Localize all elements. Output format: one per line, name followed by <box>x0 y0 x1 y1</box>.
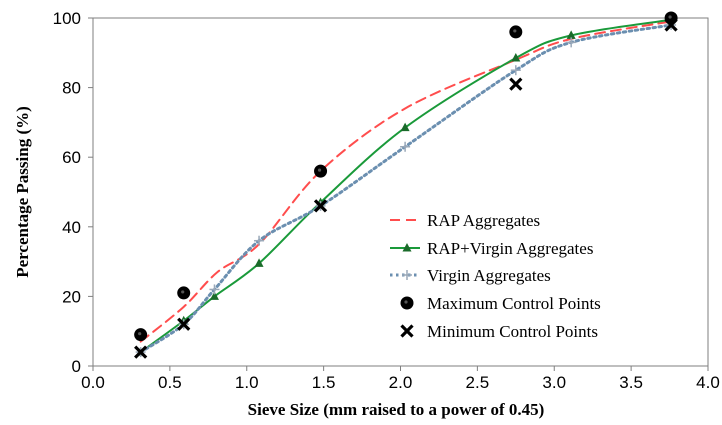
x-tick-label: 2.5 <box>466 373 490 392</box>
series-3-point <box>314 164 328 178</box>
legend-item: RAP Aggregates <box>390 211 540 230</box>
x-tick-label: 0.0 <box>81 373 105 392</box>
plot-axes: 0.0 0.5 1.0 1.5 2.0 2.5 3.0 3.5 4.0 0 20 40 60 80 100 <box>53 9 720 392</box>
x-tick-label: 1.5 <box>312 373 336 392</box>
x-stroke-b <box>134 345 148 359</box>
legend-swatch-marker <box>400 324 414 338</box>
marker-layer <box>134 11 678 359</box>
legend-swatch-marker <box>400 296 414 310</box>
legend-item: RAP+Virgin Aggregates <box>390 239 593 258</box>
series-2-point <box>400 141 411 152</box>
series-4-point <box>313 199 328 213</box>
y-tick-label: 100 <box>53 9 81 28</box>
legend-label: Maximum Control Points <box>427 294 601 313</box>
series-1-point <box>254 258 264 267</box>
x-axis-title: Sieve Size (mm raised to a power of 0.45… <box>248 400 545 419</box>
x-stroke-b <box>400 324 414 338</box>
series-layer <box>139 18 673 354</box>
plot-frame <box>92 17 709 367</box>
circle-marker-highlight <box>513 29 517 33</box>
legend-swatch-marker <box>402 270 412 280</box>
legend-label: Virgin Aggregates <box>427 266 551 285</box>
series-3-point <box>177 286 191 300</box>
legend: RAP Aggregates RAP+Virgin Aggregates Virgi… <box>390 211 601 341</box>
series-1-point <box>400 122 410 132</box>
x-tick-label: 3.5 <box>619 373 643 392</box>
legend-item: Minimum Control Points <box>400 322 598 341</box>
circle-marker-highlight <box>138 332 142 336</box>
x-tick-label: 3.0 <box>542 373 566 392</box>
legend-item: Maximum Control Points <box>400 294 601 313</box>
x-tick-label: 4.0 <box>696 373 720 392</box>
x-stroke-b <box>664 18 678 32</box>
x-tick-label: 0.5 <box>158 373 182 392</box>
y-tick-label: 40 <box>62 218 81 237</box>
x-stroke-b <box>313 199 328 213</box>
y-tick-label: 0 <box>72 357 81 376</box>
circle-marker-highlight <box>317 168 322 172</box>
series-4-point <box>177 317 191 331</box>
series-2-point <box>209 284 220 295</box>
series-4-point <box>664 18 678 32</box>
series-line-2 <box>139 23 673 354</box>
x-stroke-b <box>509 77 523 91</box>
circle-marker-highlight <box>181 290 185 294</box>
x-stroke-b <box>177 317 191 331</box>
series-3-point <box>134 328 148 342</box>
x-tick-label: 1.0 <box>235 373 259 392</box>
circle-marker-highlight <box>404 300 408 304</box>
series-line-0 <box>139 20 673 343</box>
series-3-point <box>509 25 523 39</box>
series-1-point <box>566 30 576 39</box>
series-1-point <box>209 291 219 300</box>
legend-swatch-marker <box>402 243 412 252</box>
y-tick-label: 60 <box>62 148 81 167</box>
series-4-point <box>134 345 148 359</box>
x-tick-label: 2.0 <box>389 373 413 392</box>
legend-label: Minimum Control Points <box>427 322 598 341</box>
y-tick-label: 20 <box>62 287 81 306</box>
series-2-point <box>510 65 521 76</box>
series-1-point <box>511 53 521 62</box>
legend-label: RAP Aggregates <box>427 211 540 230</box>
y-axis-title: Percentage Passing (%) <box>13 106 32 278</box>
series-2-point <box>254 235 265 246</box>
legend-label: RAP+Virgin Aggregates <box>427 239 593 258</box>
legend-item: Virgin Aggregates <box>390 266 551 285</box>
y-tick-label: 80 <box>62 79 81 98</box>
series-4-point <box>509 77 523 91</box>
circle-marker-highlight <box>668 15 672 19</box>
series-2-point <box>566 37 577 48</box>
